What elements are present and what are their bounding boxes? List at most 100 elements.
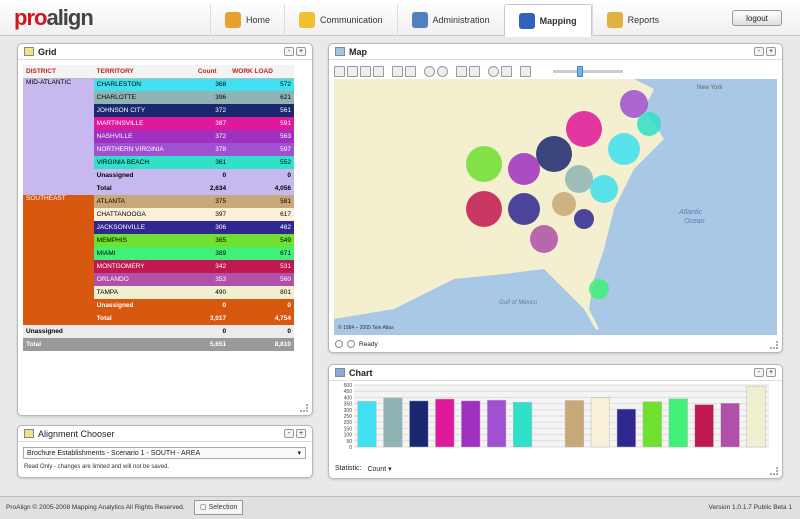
- chart-bar[interactable]: [746, 385, 766, 448]
- grid-panel: Grid - + DISTRICT TERRITORY Count WORK LOAD M…: [17, 43, 313, 416]
- resize-grip[interactable]: [770, 467, 778, 475]
- zoom-slider[interactable]: [553, 65, 623, 77]
- layers-list-icon[interactable]: [469, 65, 480, 77]
- chart-bar[interactable]: [668, 398, 688, 448]
- forward-icon[interactable]: [437, 65, 448, 77]
- minimize-button[interactable]: -: [284, 47, 294, 56]
- chart-bar[interactable]: [720, 402, 740, 448]
- table-cell: 365: [194, 234, 230, 247]
- select-add-icon[interactable]: [347, 65, 358, 77]
- table-cell: 3,017: [194, 312, 230, 325]
- tab-home[interactable]: Home: [210, 4, 284, 36]
- top-bar: proalign Home Communication Administration…: [0, 0, 800, 37]
- logout-button[interactable]: logout: [732, 10, 782, 26]
- table-cell: 572: [229, 78, 294, 91]
- table-cell: Unassigned: [93, 169, 195, 182]
- select-remove-icon[interactable]: [360, 65, 371, 77]
- table-row[interactable]: CHARLOTTE 396 621: [23, 91, 294, 104]
- table-cell: CHARLOTTE: [93, 91, 195, 104]
- maximize-button[interactable]: +: [766, 368, 776, 377]
- table-row[interactable]: NORTHERN VIRGINIA 378 597: [23, 143, 294, 156]
- chart-title: Chart: [349, 367, 373, 378]
- grid-icon[interactable]: [501, 65, 512, 77]
- alignment-select[interactable]: Brochure Establishments - Scenario 1 - S…: [23, 447, 306, 459]
- chart-bar[interactable]: [642, 401, 662, 448]
- select-arrow-icon[interactable]: [334, 65, 345, 77]
- table-row[interactable]: JOHNSON CITY 372 561: [23, 104, 294, 117]
- refresh-icon[interactable]: [335, 340, 343, 348]
- y-tick-label: 250: [344, 414, 353, 420]
- tab-reports[interactable]: Reports: [591, 4, 674, 36]
- chart-bar[interactable]: [513, 401, 533, 448]
- chart-bar[interactable]: [435, 398, 455, 448]
- table-cell: 0: [194, 299, 230, 312]
- map-icon: [335, 47, 345, 56]
- column-header[interactable]: Count: [194, 65, 230, 79]
- zoom-out-icon[interactable]: [405, 65, 416, 77]
- chart-bar[interactable]: [564, 400, 585, 448]
- resize-grip[interactable]: [770, 341, 778, 349]
- maximize-button[interactable]: +: [296, 429, 306, 438]
- column-header[interactable]: DISTRICT: [23, 65, 94, 79]
- table-cell: CHATTANOOGA: [93, 208, 195, 221]
- alignment-title: Alignment Chooser: [38, 428, 115, 439]
- chart-bar[interactable]: [694, 404, 714, 448]
- pan-hand-icon[interactable]: [456, 65, 467, 77]
- chart-bar[interactable]: [487, 399, 507, 448]
- table-row[interactable]: MONTGOMERY 342 531: [23, 260, 294, 273]
- territory-map[interactable]: Atlantic Ocean Gulf of Mexico New York ©…: [334, 79, 777, 335]
- statistic-select[interactable]: Count ▾: [367, 466, 392, 473]
- city-label: New York: [697, 85, 723, 91]
- chart-bar[interactable]: [409, 400, 429, 448]
- table-row[interactable]: MEMPHIS 365 549: [23, 234, 294, 247]
- chart-bar[interactable]: [616, 408, 636, 448]
- tab-communication[interactable]: Communication: [284, 4, 397, 36]
- column-header[interactable]: WORK LOAD: [229, 65, 294, 79]
- table-cell: 8,810: [229, 338, 294, 351]
- table-row[interactable]: TAMPA 490 801: [23, 286, 294, 299]
- chart-bar[interactable]: [357, 401, 377, 448]
- back-icon[interactable]: [424, 65, 435, 77]
- maximize-button[interactable]: +: [296, 47, 306, 56]
- column-header[interactable]: TERRITORY: [93, 65, 195, 79]
- table-cell: 0: [229, 169, 294, 182]
- communication-icon: [299, 12, 316, 28]
- print-icon[interactable]: [520, 65, 531, 77]
- table-row[interactable]: VIRGINIA BEACH 361 552: [23, 156, 294, 169]
- map-canvas[interactable]: Atlantic Ocean Gulf of Mexico New York ©…: [334, 79, 777, 335]
- table-row[interactable]: SOUTHEAST ATLANTA 375 581: [23, 195, 294, 325]
- table-cell: 552: [229, 156, 294, 169]
- table-row[interactable]: JACKSONVILLE 306 462: [23, 221, 294, 234]
- minimize-button[interactable]: -: [754, 368, 764, 377]
- table-row[interactable]: MID-ATLANTIC CHARLESTON 368 572: [23, 78, 294, 195]
- zoom-in-icon[interactable]: [392, 65, 403, 77]
- tab-administration[interactable]: Administration: [396, 4, 504, 36]
- folder-icon: [24, 429, 34, 438]
- table-row[interactable]: MIAMI 389 671: [23, 247, 294, 260]
- maximize-button[interactable]: +: [766, 47, 776, 56]
- chart-bar[interactable]: [590, 397, 610, 448]
- selection-button[interactable]: ▢ Selection: [194, 500, 244, 515]
- y-tick-label: 150: [344, 426, 353, 432]
- table-cell: 490: [194, 286, 230, 299]
- table-cell: 0: [194, 169, 230, 182]
- chart-bar[interactable]: [461, 400, 481, 448]
- close-icon[interactable]: [373, 65, 384, 77]
- resize-grip[interactable]: [300, 404, 308, 412]
- minimize-button[interactable]: -: [284, 429, 294, 438]
- tab-mapping[interactable]: Mapping: [503, 4, 592, 37]
- globe-icon[interactable]: [488, 65, 499, 77]
- table-cell: 561: [229, 104, 294, 117]
- minimize-button[interactable]: -: [754, 47, 764, 56]
- chart-bar[interactable]: [383, 397, 403, 448]
- chevron-down-icon: ▾: [297, 450, 301, 457]
- table-row[interactable]: MARTINSVILLE 387 591: [23, 117, 294, 130]
- table-row[interactable]: ORLANDO 353 560: [23, 273, 294, 286]
- table-row[interactable]: CHATTANOOGA 397 617: [23, 208, 294, 221]
- y-tick-label: 450: [344, 389, 353, 395]
- table-cell: ATLANTA: [93, 195, 195, 208]
- table-row[interactable]: NASHVILLE 372 563: [23, 130, 294, 143]
- layers-icon[interactable]: [347, 340, 355, 348]
- map-copyright: © 1984 – 2005 Tele Atlas: [338, 324, 394, 331]
